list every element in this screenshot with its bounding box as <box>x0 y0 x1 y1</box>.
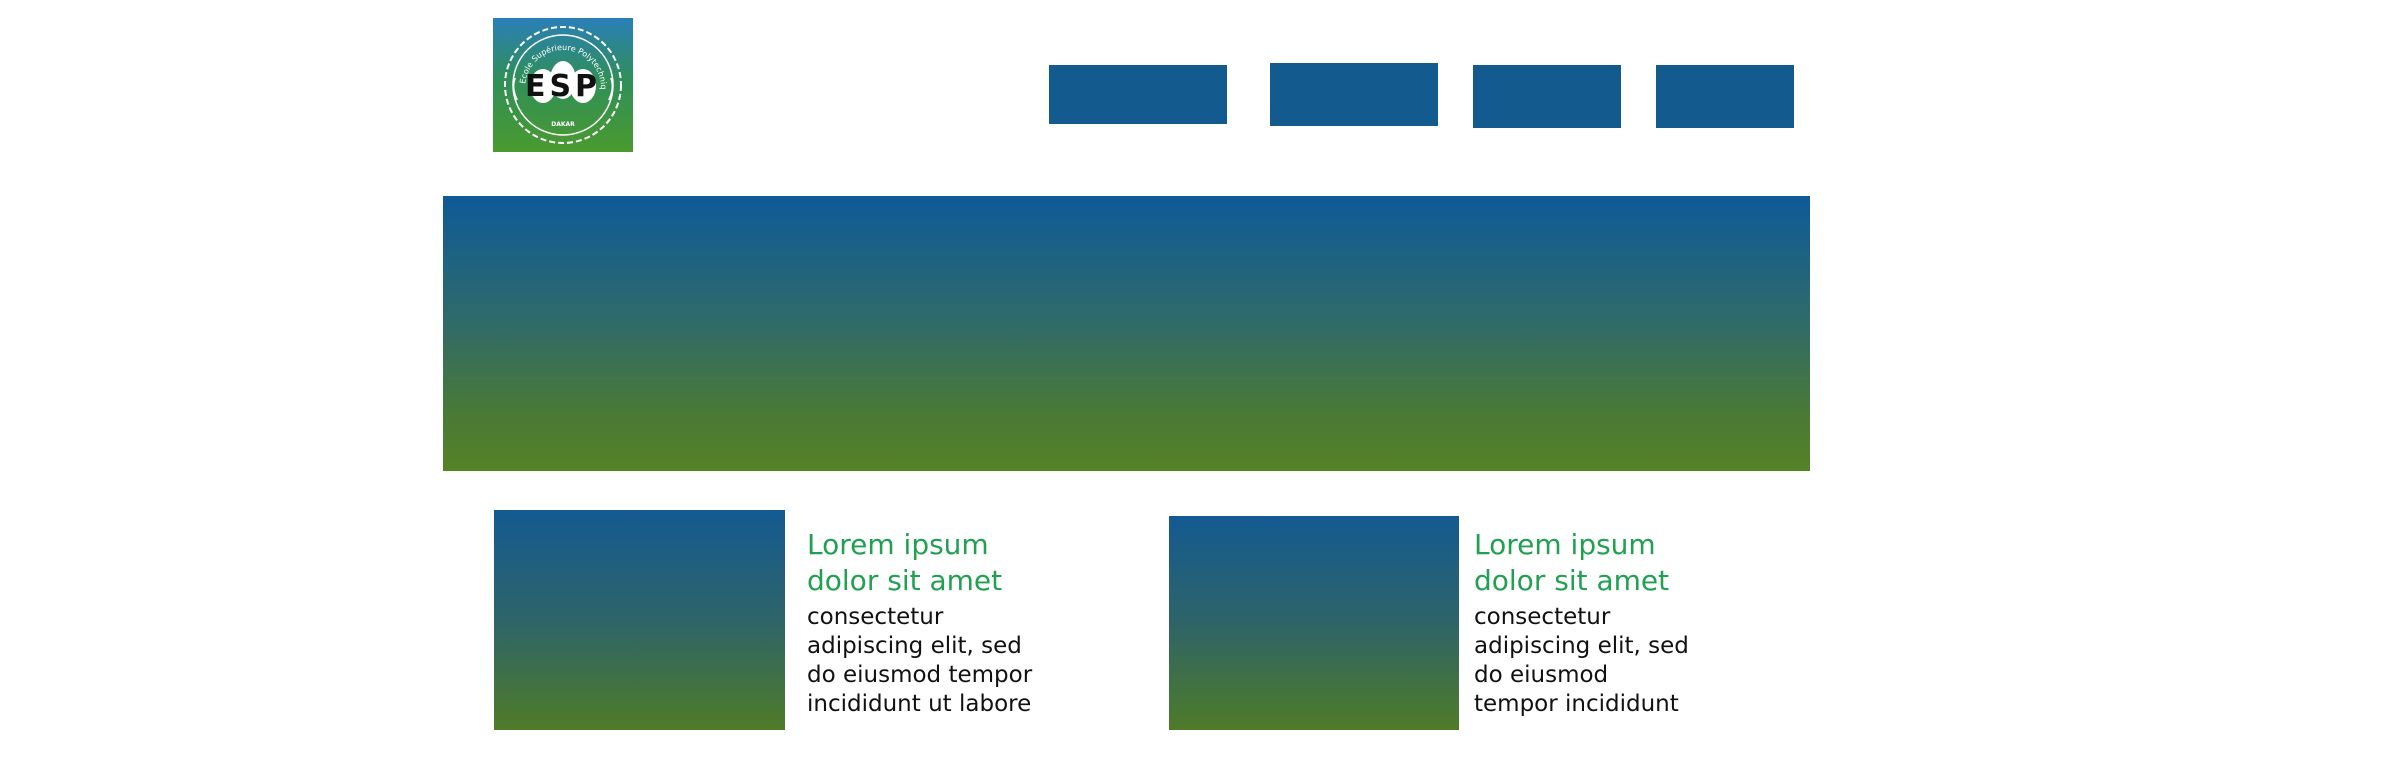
card-1-image[interactable] <box>494 510 785 730</box>
esp-logo[interactable]: Ecole Supérieure Polytechnique ESP DAKAR <box>493 18 633 152</box>
nav-button-2[interactable] <box>1270 63 1438 126</box>
card-2-body: consectetur adipiscing elit, sed do eius… <box>1474 604 1689 717</box>
card-2-title[interactable]: Lorem ipsum dolor sit amet <box>1474 528 1670 597</box>
card-1-text: Lorem ipsum dolor sit amet consectetur a… <box>807 527 1067 719</box>
card-2-image[interactable] <box>1169 516 1459 730</box>
nav-button-3[interactable] <box>1473 65 1621 128</box>
nav-button-1[interactable] <box>1049 65 1227 124</box>
nav-button-4[interactable] <box>1656 65 1794 128</box>
logo-letters: ESP <box>525 69 601 104</box>
card-1-title[interactable]: Lorem ipsum dolor sit amet <box>807 528 1003 597</box>
card-1-body: consectetur adipiscing elit, sed do eius… <box>807 604 1033 717</box>
card-2-text: Lorem ipsum dolor sit amet consectetur a… <box>1474 527 1734 719</box>
esp-seal-icon: Ecole Supérieure Polytechnique ESP DAKAR <box>493 18 622 144</box>
logo-city: DAKAR <box>551 121 575 128</box>
hero-banner <box>443 196 1810 471</box>
